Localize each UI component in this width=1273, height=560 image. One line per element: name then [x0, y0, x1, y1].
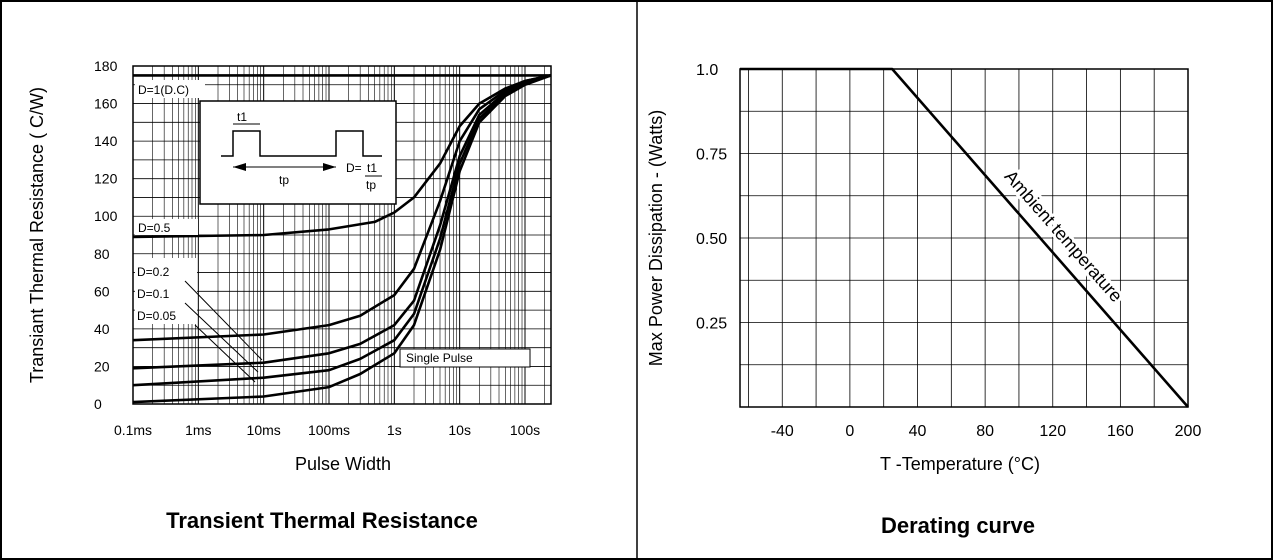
derating-y-tick-labels: 0.25 0.50 0.75 1.0 [696, 62, 727, 333]
curve-label-d01: D=0.1 [137, 287, 170, 301]
x-tick-label: 10s [448, 422, 471, 438]
inset-tp-label: tp [279, 173, 289, 187]
label-box-small [135, 258, 197, 324]
inset-duty-numerator: t1 [367, 161, 377, 175]
transient-y-axis-label: Transiant Thermal Resistance ( C/W) [27, 87, 47, 383]
x-tick-label: 0 [845, 423, 854, 440]
transient-x-tick-labels: 0.1ms 1ms 10ms 100ms 1s 10s 100s [114, 422, 540, 438]
leader-d005 [194, 324, 256, 383]
derating-x-tick-labels: -40 0 40 80 120 160 200 [771, 423, 1202, 440]
inset-duty-label: D= [346, 161, 362, 175]
x-tick-label: 80 [976, 423, 994, 440]
y-tick-label: 0.25 [696, 316, 727, 333]
transient-x-axis-label: Pulse Width [295, 454, 391, 474]
label-box-d05 [135, 219, 198, 235]
curve-label-dc: D=1(D.C) [138, 83, 189, 97]
derating-plot-frame [739, 68, 1189, 408]
y-tick-label: 0.75 [696, 147, 727, 164]
label-box-dc [135, 80, 205, 98]
x-tick-label: -40 [771, 423, 794, 440]
x-tick-label: 100ms [308, 422, 350, 438]
tp-arrow-left [233, 163, 246, 171]
curve-d-0-1 [132, 74, 552, 370]
inset-duty-denominator: tp [366, 178, 376, 192]
pulse-inset: t1 tp D= t1 tp [199, 100, 397, 205]
transient-y-tick-labels: 0 20 40 60 80 100 120 140 160 180 [94, 58, 118, 412]
y-tick-label: 160 [94, 96, 118, 112]
derating-curves [740, 67, 1189, 408]
y-tick-label: 80 [94, 246, 110, 262]
derating-chart-title: Derating curve [881, 513, 1035, 538]
inset-t1-label: t1 [237, 110, 247, 124]
y-tick-label: 1.0 [696, 62, 718, 79]
x-tick-label: 200 [1175, 423, 1202, 440]
x-tick-label: 0.1ms [114, 422, 152, 438]
curve-single-pulse [132, 74, 552, 404]
x-tick-label: 1ms [185, 422, 211, 438]
curve-d-0-2 [132, 74, 552, 342]
x-tick-label: 120 [1039, 423, 1066, 440]
curve-label-d05: D=0.5 [138, 221, 171, 235]
transient-chart: D=1(D.C) D=0.5 D=0.2 D=0.1 D=0.05 Single… [27, 58, 552, 533]
tp-arrow-right [323, 163, 336, 171]
curve-ambient-temperature [740, 67, 1189, 408]
transient-plot-frame [132, 65, 552, 405]
leader-d01 [184, 302, 259, 373]
transient-curve-labels: D=1(D.C) D=0.5 D=0.2 D=0.1 D=0.05 Single… [135, 80, 531, 383]
y-tick-label: 60 [94, 283, 110, 299]
y-tick-label: 20 [94, 358, 110, 374]
curve-d-0-5 [132, 74, 552, 239]
curve-label-d005: D=0.05 [137, 309, 176, 323]
leader-d02 [184, 280, 263, 361]
x-tick-label: 10ms [247, 422, 281, 438]
x-tick-label: 1s [387, 422, 402, 438]
y-tick-label: 40 [94, 321, 110, 337]
x-tick-label: 100s [510, 422, 540, 438]
transient-chart-title: Transient Thermal Resistance [166, 508, 478, 533]
derating-grid [740, 69, 1189, 407]
pulse-waveform [221, 130, 382, 157]
y-tick-label: 100 [94, 208, 118, 224]
derating-y-axis-label: Max Power Dissipation - (Watts) [646, 110, 666, 366]
y-tick-label: 0 [94, 396, 102, 412]
derating-x-axis-label: T -Temperature (°C) [880, 454, 1040, 474]
derating-chart: Ambient temperature 0.25 0.50 0.75 1.0 -40 0… [646, 62, 1201, 538]
y-tick-label: 140 [94, 133, 118, 149]
single-pulse-box [399, 348, 531, 368]
y-tick-label: 120 [94, 171, 118, 187]
derating-curve-label-group: Ambient temperature [998, 163, 1130, 309]
curve-label-d02: D=0.2 [137, 265, 170, 279]
curve-d-0-05 [132, 74, 552, 387]
transient-curves [132, 74, 552, 404]
curve-label-single-pulse: Single Pulse [406, 351, 473, 365]
x-tick-label: 40 [909, 423, 927, 440]
y-tick-label: 0.50 [696, 231, 727, 248]
x-tick-label: 160 [1107, 423, 1134, 440]
y-tick-label: 180 [94, 58, 118, 74]
curve-label-ambient-temperature: Ambient temperature [1001, 166, 1127, 306]
